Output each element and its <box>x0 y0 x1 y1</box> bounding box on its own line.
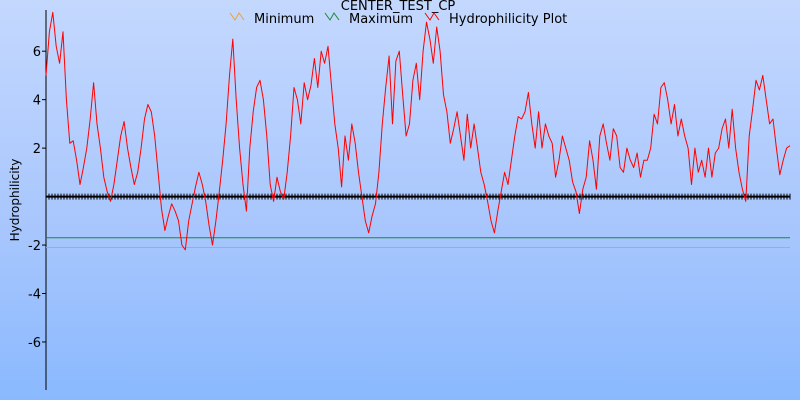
legend-swatch <box>424 12 440 21</box>
zero-baseline <box>45 193 791 200</box>
chart-title: CENTER_TEST_CP <box>341 0 456 14</box>
legend-swatch <box>229 12 245 21</box>
legend-item: Minimum <box>229 12 314 27</box>
y-tick-label: 4 <box>33 94 41 109</box>
y-axis: -6 -4 -2 2 4 6 <box>28 10 47 390</box>
y-tick-label: -4 <box>28 288 41 303</box>
legend: Minimum Maximum Hydrophilicity Plot <box>229 12 567 27</box>
reference-lines <box>45 193 791 248</box>
legend-label: Hydrophilicity Plot <box>449 12 567 27</box>
legend-label: Maximum <box>349 12 413 27</box>
legend-label: Minimum <box>254 12 314 27</box>
y-tick-label: -6 <box>28 336 41 351</box>
legend-item: Maximum <box>324 12 413 27</box>
y-tick-label: -2 <box>28 239 41 254</box>
y-tick-label: 6 <box>33 45 41 60</box>
hydrophilicity-series-line <box>45 11 791 251</box>
y-tick-label: 2 <box>33 142 41 157</box>
legend-swatch <box>324 12 340 21</box>
series-layer <box>45 11 791 251</box>
legend-item: Hydrophilicity Plot <box>424 12 567 27</box>
y-axis-title: Hydrophilicity <box>8 159 22 242</box>
